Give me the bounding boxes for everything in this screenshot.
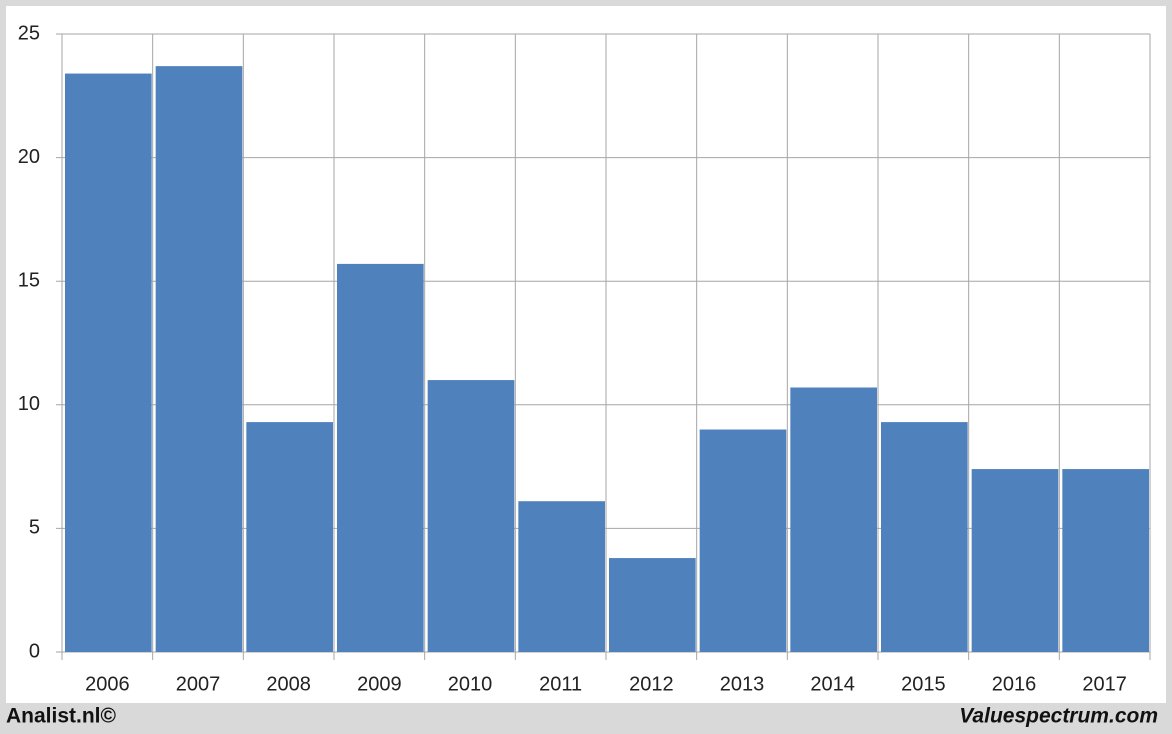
x-tick-label: 2009 (357, 673, 402, 695)
x-tick-label: 2016 (992, 673, 1037, 695)
footer-right: Valuespectrum.com (959, 705, 1158, 728)
bar (337, 263, 424, 652)
x-tick-label: 2014 (810, 673, 855, 695)
x-tick-label: 2007 (176, 673, 221, 695)
y-tick-label: 15 (18, 269, 40, 291)
bar (609, 558, 696, 652)
x-tick-label: 2017 (1082, 673, 1127, 695)
bar (246, 422, 333, 652)
bar (881, 422, 968, 652)
bar (699, 429, 787, 652)
x-tick-label: 2012 (629, 673, 674, 695)
x-tick-label: 2006 (85, 673, 130, 695)
footer-left: Analist.nl© (6, 705, 117, 728)
bar (65, 73, 152, 652)
x-tick-label: 2011 (539, 673, 582, 695)
bar (1062, 469, 1149, 652)
bar (971, 469, 1059, 652)
x-tick-label: 2013 (720, 673, 765, 695)
bar (155, 66, 243, 653)
bar (790, 387, 877, 652)
bar (518, 501, 605, 652)
y-tick-label: 10 (18, 393, 40, 415)
x-tick-label: 2008 (266, 673, 311, 695)
y-tick-label: 20 (18, 146, 40, 168)
x-tick-label: 2010 (448, 673, 493, 695)
y-tick-label: 25 (18, 22, 40, 44)
y-tick-label: 0 (29, 640, 40, 662)
y-tick-label: 5 (29, 517, 40, 539)
bar (427, 380, 515, 652)
x-tick-label: 2015 (901, 673, 946, 695)
